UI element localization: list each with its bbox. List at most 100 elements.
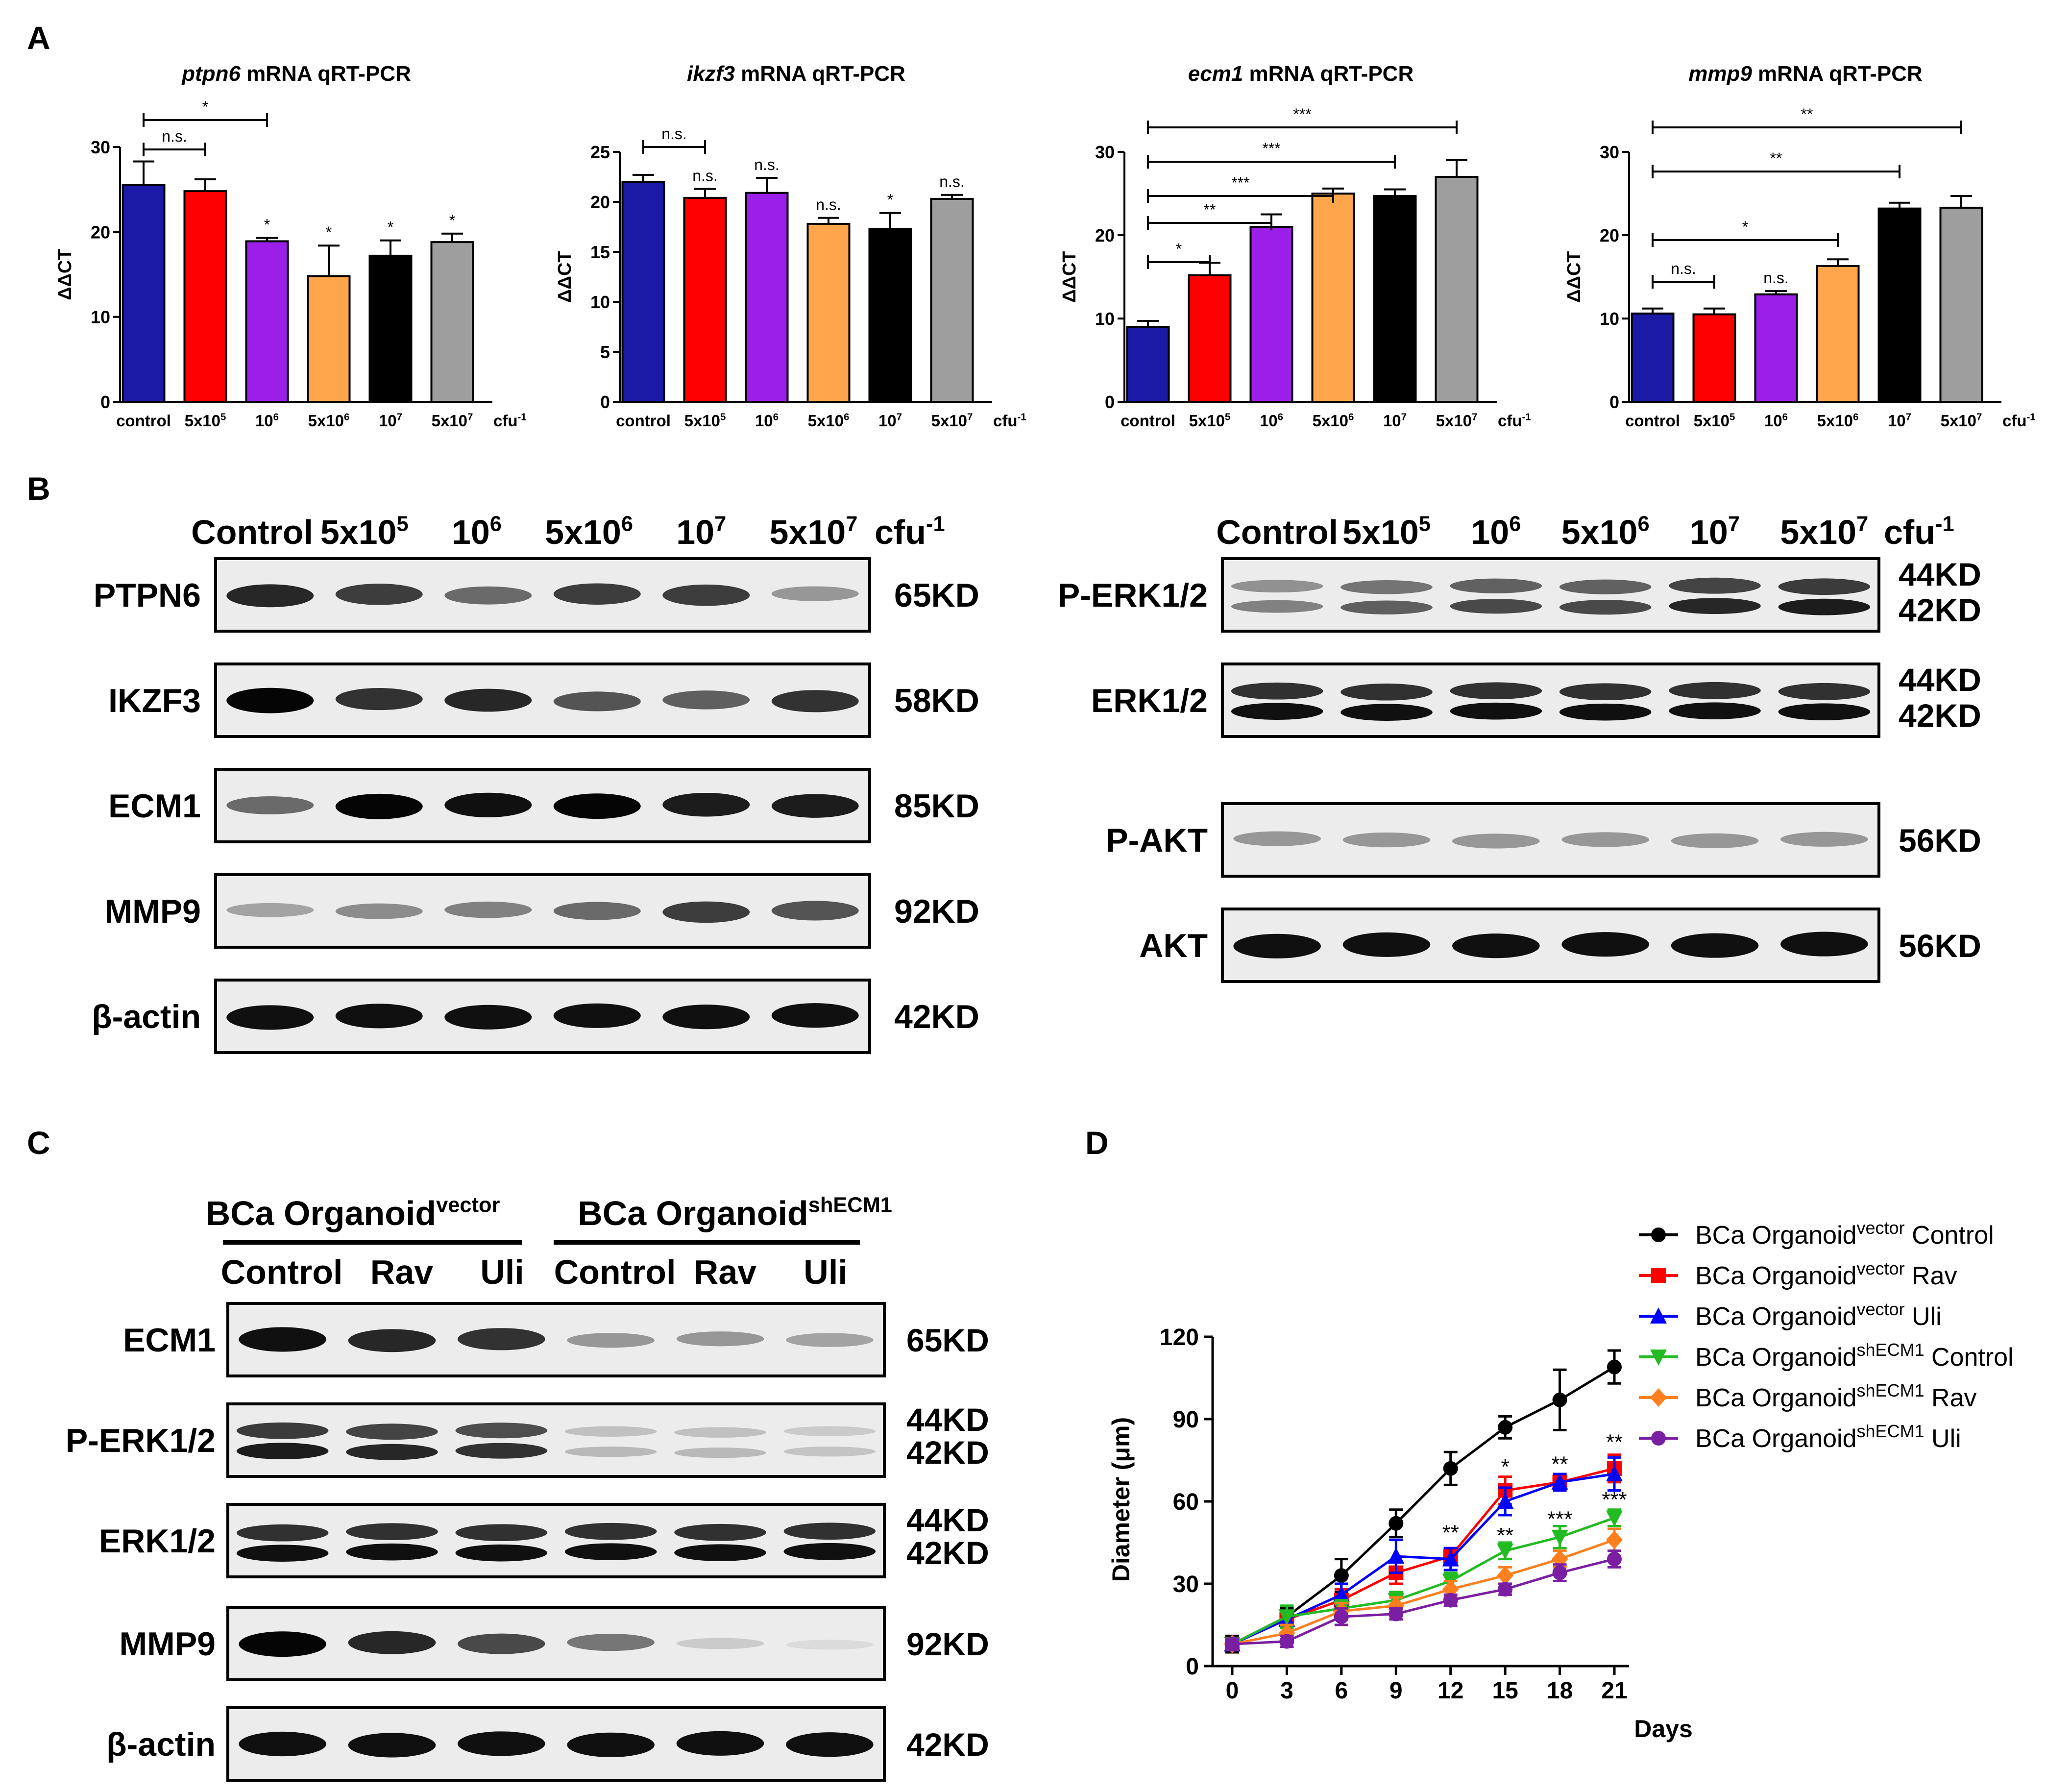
legend-label: BCa Organoidvector Uli	[1695, 1299, 1942, 1331]
panel-label-d: D	[1085, 1125, 1109, 1161]
protein-band	[1669, 577, 1761, 594]
blot-strip	[214, 663, 871, 738]
molecular-weight: 42KD	[906, 1535, 989, 1571]
blot-row-label: IKZF3	[108, 682, 201, 719]
x-tick-label: 107	[878, 411, 902, 430]
molecular-weight: 44KD	[1899, 556, 1981, 592]
protein-band	[662, 1005, 750, 1030]
protein-band	[783, 1543, 876, 1560]
blot-row-label: P-AKT	[1106, 822, 1208, 859]
x-tick-label: 107	[1888, 411, 1911, 430]
data-point	[1607, 1359, 1622, 1375]
protein-band	[1233, 933, 1321, 958]
lane-label: 5x106	[545, 512, 633, 551]
lane-label: 106	[452, 512, 502, 551]
protein-band	[226, 687, 314, 713]
bar-chart-ikzf3: ikzf3 mRNA qRT-PCR 0 5 10 15 20 25 ΔΔCT control n…	[555, 62, 1026, 430]
protein-band	[1669, 702, 1761, 719]
series-vector-control: BCa Organoidvector Control	[1225, 1218, 1994, 1654]
protein-band	[1669, 598, 1761, 614]
protein-band	[1561, 832, 1650, 847]
bar	[621, 181, 665, 403]
x-tick-label: 18	[1547, 1678, 1573, 1704]
protein-band	[553, 793, 641, 819]
protein-band	[1342, 832, 1431, 848]
blot-strip	[214, 873, 871, 949]
data-point	[1552, 1392, 1567, 1407]
blot-strip	[226, 1706, 886, 1782]
lane-label: Rav	[370, 1253, 433, 1291]
protein-band	[674, 1427, 766, 1438]
y-tick-label: 10	[1600, 309, 1619, 329]
lane-label: 5x107	[1780, 512, 1868, 551]
molecular-weight: 42KD	[906, 1726, 989, 1763]
data-point	[1607, 1551, 1622, 1567]
significance-mark: ***	[1547, 1507, 1572, 1531]
protein-band	[239, 1731, 326, 1757]
chart-title: mmp9 mRNA qRT-PCR	[1688, 62, 1923, 86]
y-tick-label: 0	[1609, 392, 1619, 412]
blot-frame	[226, 1606, 886, 1681]
y-tick-label: 20	[590, 192, 610, 212]
bar	[1877, 207, 1922, 403]
data-point	[1334, 1609, 1349, 1624]
protein-band	[1559, 703, 1652, 721]
protein-band	[786, 1732, 874, 1757]
blot-frame	[214, 768, 871, 843]
y-tick-label: 60	[1173, 1489, 1199, 1515]
molecular-weight: 58KD	[894, 682, 979, 719]
protein-band	[346, 1543, 438, 1561]
protein-band	[1233, 831, 1321, 846]
protein-band	[455, 1524, 548, 1542]
protein-band	[239, 1631, 326, 1657]
data-point	[1225, 1637, 1240, 1652]
protein-band	[1450, 578, 1542, 593]
protein-band	[236, 1545, 329, 1562]
protein-band	[1340, 704, 1433, 721]
data-point	[1606, 1530, 1623, 1549]
protein-band	[771, 794, 859, 818]
bar	[1939, 206, 1983, 403]
y-tick-label: 10	[91, 307, 110, 327]
lane-label: Uli	[804, 1253, 847, 1291]
x-tick-label: 0	[1226, 1678, 1239, 1704]
blot-strip	[1221, 663, 1880, 738]
x-tick-label: 3	[1280, 1678, 1293, 1704]
chart-title: ikzf3 mRNA qRT-PCR	[687, 62, 905, 86]
protein-band	[783, 1446, 876, 1457]
bar	[1631, 312, 1675, 403]
significance-mark: *	[887, 191, 893, 208]
data-point	[1442, 1550, 1459, 1567]
protein-band	[444, 1005, 532, 1030]
protein-band	[455, 1443, 548, 1459]
protein-band	[1669, 682, 1761, 699]
blot-frame	[226, 1302, 886, 1377]
bar	[430, 241, 474, 403]
data-point	[1551, 1529, 1568, 1546]
unit-label: cfu-1	[875, 512, 945, 551]
molecular-weight: 42KD	[906, 1434, 989, 1471]
significance-mark: n.s.	[754, 156, 780, 173]
legend-label: BCa OrganoidshECM1 Control	[1695, 1340, 2014, 1372]
y-tick-label: 120	[1160, 1325, 1199, 1350]
protein-band	[662, 584, 750, 606]
panel-a-bar-charts: ptpn6 mRNA qRT-PCR 0 10 20 30 ΔΔCT control 5x10…	[55, 62, 2036, 430]
bar	[868, 228, 912, 403]
panel-d-growth-chart: 0 30 60 90 120 0 3 6 9 12 15 18 21 Days Diameter (μm) B…	[1107, 1218, 2014, 1743]
data-point	[1278, 1609, 1295, 1626]
significance-mark: n.s.	[939, 173, 965, 191]
x-tick-label: 12	[1438, 1678, 1463, 1704]
significance-mark: n.s.	[816, 196, 841, 214]
lane-label: 107	[676, 512, 726, 551]
protein-band	[346, 1523, 438, 1541]
blot-row-label: PTPN6	[94, 577, 201, 614]
series-line	[1231, 1517, 1615, 1645]
protein-band	[1452, 933, 1540, 958]
significance-mark: **	[1606, 1430, 1623, 1454]
x-tick-label: 5x107	[432, 411, 473, 430]
protein-band	[662, 690, 750, 710]
panel-label-c: C	[27, 1125, 50, 1161]
protein-band	[335, 793, 423, 819]
blot-strip	[214, 979, 871, 1054]
